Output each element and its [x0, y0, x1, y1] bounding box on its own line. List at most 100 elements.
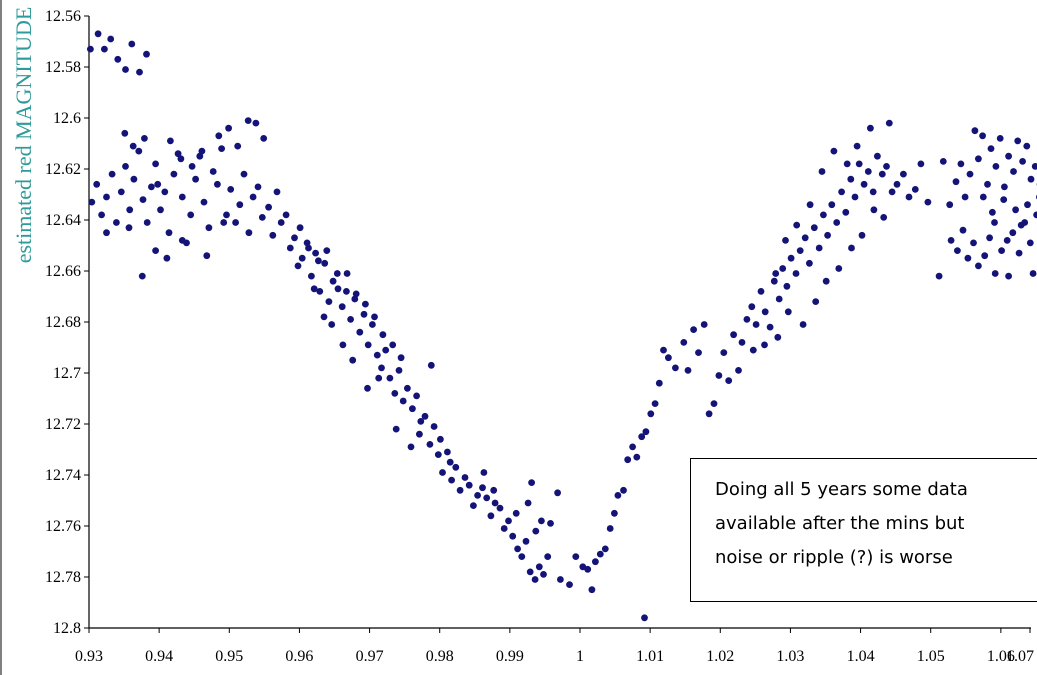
data-point — [291, 234, 298, 242]
data-point — [187, 211, 195, 219]
data-point — [437, 435, 444, 443]
data-point — [215, 132, 223, 140]
data-point — [138, 272, 146, 280]
data-point — [126, 206, 134, 214]
data-point — [249, 193, 257, 201]
data-point — [265, 203, 272, 211]
data-point — [869, 188, 877, 196]
data-point — [835, 265, 843, 272]
data-point — [404, 384, 411, 392]
data-point — [108, 170, 116, 178]
data-point — [141, 135, 148, 142]
data-point — [196, 152, 204, 160]
data-point — [665, 354, 672, 362]
data-point — [633, 453, 641, 461]
data-point — [783, 282, 791, 290]
data-point — [236, 201, 244, 209]
data-point — [214, 180, 221, 188]
data-point — [792, 270, 800, 277]
data-point — [391, 390, 399, 397]
annotation-box: Doing all 5 years some data available af… — [690, 458, 1037, 602]
x-tick-label: 1.04 — [847, 648, 875, 665]
data-point — [328, 321, 336, 328]
data-point — [448, 476, 455, 484]
data-point — [98, 211, 105, 219]
x-tick-label: 0.93 — [75, 648, 103, 665]
data-point — [514, 545, 521, 553]
data-point — [547, 520, 554, 527]
data-point — [535, 563, 543, 571]
data-point — [818, 168, 826, 175]
data-point — [842, 208, 850, 216]
data-point — [220, 219, 228, 226]
y-tick-label: 12.64 — [45, 212, 81, 229]
data-point — [801, 234, 809, 242]
data-point — [1010, 168, 1017, 175]
data-point — [588, 586, 596, 594]
data-point — [417, 418, 425, 425]
data-point — [843, 160, 851, 168]
data-point — [364, 384, 371, 392]
data-point — [725, 377, 733, 384]
data-point — [705, 410, 713, 418]
data-point — [1003, 237, 1011, 244]
data-point — [209, 168, 217, 175]
data-point — [294, 262, 302, 270]
data-point — [810, 224, 818, 232]
data-point — [509, 532, 517, 540]
data-point — [362, 300, 369, 308]
data-point — [505, 517, 512, 525]
y-tick-label: 12.76 — [45, 518, 81, 535]
data-point — [761, 308, 769, 316]
data-point — [822, 277, 830, 285]
data-point — [1000, 196, 1008, 204]
data-point — [660, 346, 667, 354]
data-point — [524, 499, 532, 507]
data-point — [130, 175, 138, 183]
data-point — [812, 298, 820, 305]
data-point — [329, 277, 337, 285]
data-point — [833, 219, 841, 226]
data-point — [308, 272, 315, 280]
data-point — [452, 463, 460, 471]
data-point — [700, 321, 708, 328]
data-point — [690, 326, 697, 333]
y-tick-label: 12.68 — [45, 314, 81, 331]
data-point — [434, 451, 442, 458]
data-point — [601, 545, 609, 553]
x-tick-label: 1.02 — [706, 648, 734, 665]
data-point — [117, 188, 125, 196]
data-point — [315, 257, 322, 265]
data-point — [957, 160, 965, 168]
data-point — [975, 155, 982, 163]
data-point — [986, 234, 993, 242]
y-tick-label: 12.78 — [45, 569, 81, 586]
data-point — [735, 367, 742, 374]
data-point — [952, 178, 960, 186]
data-point — [157, 206, 164, 214]
data-point — [975, 262, 982, 270]
data-point — [970, 239, 977, 247]
data-point — [389, 341, 397, 349]
data-point — [1026, 239, 1034, 247]
data-point — [439, 469, 446, 476]
data-point — [620, 486, 627, 494]
data-point — [152, 160, 160, 168]
x-tick-label: 0.94 — [145, 648, 173, 665]
data-point — [874, 152, 881, 160]
data-point — [905, 193, 913, 201]
data-point — [772, 270, 780, 277]
data-point — [122, 163, 129, 170]
data-point — [122, 66, 129, 73]
data-point — [296, 224, 304, 232]
x-tick-label: 1.06 — [987, 648, 1015, 665]
data-point — [480, 469, 488, 476]
data-point — [864, 168, 872, 175]
data-point — [178, 237, 186, 244]
data-point — [347, 316, 354, 323]
data-point — [770, 277, 778, 285]
data-point — [1031, 163, 1037, 170]
x-tick-label: 0.96 — [285, 648, 313, 665]
data-point — [1014, 137, 1022, 145]
data-point — [1009, 229, 1017, 237]
